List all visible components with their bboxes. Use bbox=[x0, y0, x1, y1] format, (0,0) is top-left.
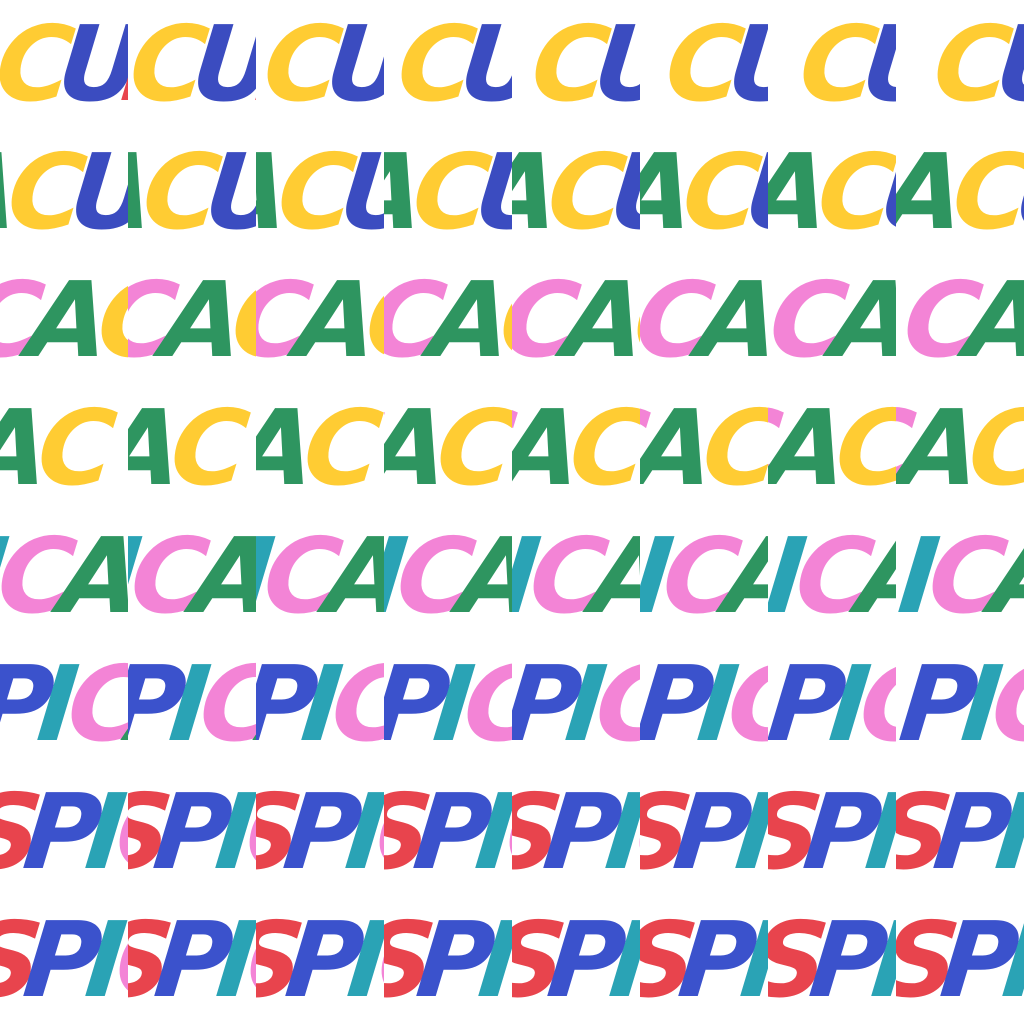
pattern-tile: SPICA bbox=[256, 768, 384, 896]
pattern-tile: CACU bbox=[0, 256, 128, 384]
letter-c: C bbox=[32, 387, 122, 509]
pattern-tile: CACU bbox=[256, 256, 384, 384]
pattern-tile: CUF bbox=[896, 0, 1024, 128]
letter-u: U bbox=[186, 3, 256, 125]
pattern-tile: CACU bbox=[128, 256, 256, 384]
letter-c: C bbox=[165, 387, 255, 509]
pattern-tile: CUF bbox=[256, 0, 384, 128]
pattern-tile: CACU bbox=[640, 256, 768, 384]
pattern-tile: CAC bbox=[256, 384, 384, 512]
pattern-tile: SPICA bbox=[768, 768, 896, 896]
pattern-tile: CACU bbox=[768, 256, 896, 384]
pattern-tile: CAC bbox=[0, 384, 128, 512]
pattern-tile: CAC bbox=[128, 384, 256, 512]
pattern-tile: CACU bbox=[896, 256, 1024, 384]
letter-a: A bbox=[558, 259, 640, 381]
pattern-tile: SPICA bbox=[512, 768, 640, 896]
pattern-tile: SPICA bbox=[128, 768, 256, 896]
pattern-tile: CACU bbox=[512, 256, 640, 384]
letter-a: A bbox=[54, 515, 128, 637]
letter-c: C bbox=[564, 387, 640, 509]
pattern-tile: CUF bbox=[384, 0, 512, 128]
pattern-tile: CUF bbox=[768, 0, 896, 128]
pattern-tile: SPICA bbox=[640, 768, 768, 896]
letter-u: U bbox=[52, 3, 128, 125]
letter-c: C bbox=[697, 387, 768, 509]
pattern-tile: SPICA bbox=[896, 768, 1024, 896]
letter-a: A bbox=[187, 515, 256, 637]
letter-a: A bbox=[826, 259, 896, 381]
pattern-tile: CUF bbox=[512, 0, 640, 128]
letter-a: A bbox=[692, 259, 768, 381]
letter-c: C bbox=[298, 387, 384, 509]
letter-c: C bbox=[431, 387, 512, 509]
pattern-tile: CUF bbox=[640, 0, 768, 128]
pattern-tile: CACU bbox=[384, 256, 512, 384]
pattern-tile: SPICA bbox=[384, 768, 512, 896]
pattern-tile: SPICA bbox=[0, 768, 128, 896]
